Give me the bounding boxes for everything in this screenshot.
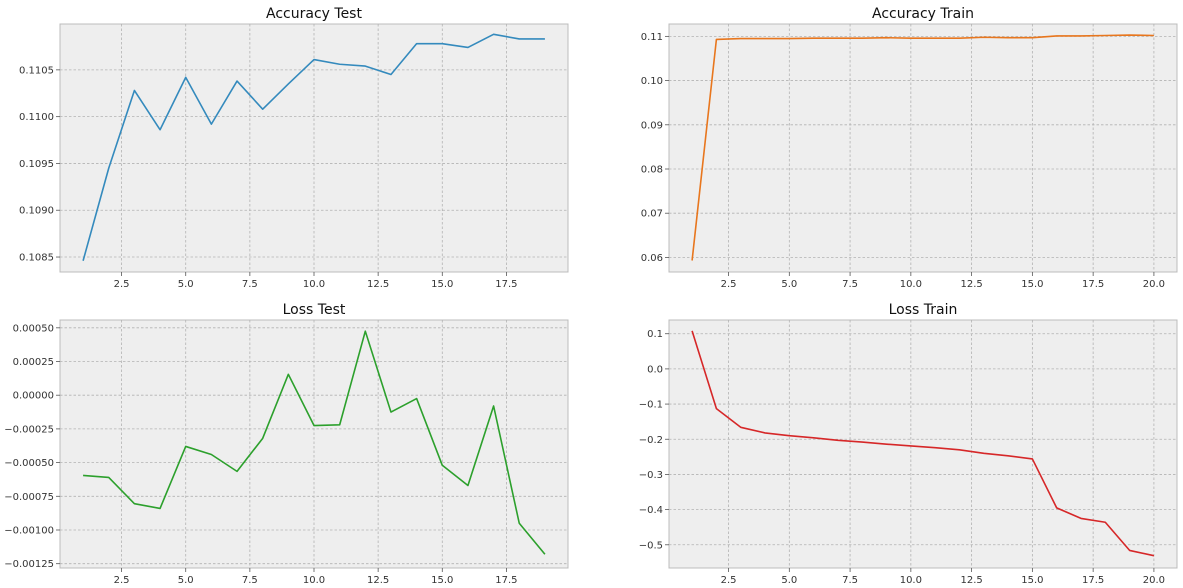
chart-loss-test: 2.5 5.0 7.5 10.0 12.5 15.0 17.5 −0.00125 −0.0010… [4,302,569,586]
y-tick-label: 0.00025 [13,357,54,368]
chart-title: Accuracy Test [266,6,362,22]
x-tick-label: 10.0 [900,575,922,586]
y-tick-label: 0.1090 [19,206,54,217]
y-tick-label: 0.08 [641,164,663,175]
y-tick-label: 0.00050 [13,323,54,334]
series-line-accuracy-train [691,34,1154,261]
x-tick-label: 5.0 [781,279,797,290]
x-tick-label: 12.5 [367,279,389,290]
x-tick-label: 15.0 [431,279,453,290]
x-tick-label: 2.5 [114,279,130,290]
series-line-accuracy-test [82,33,545,261]
y-tick-label: −0.2 [639,435,663,446]
x-tick-label: 7.5 [842,279,858,290]
y-tick-label: −0.00050 [4,458,54,469]
x-tick-label: 7.5 [242,575,258,586]
x-tick-label: 15.0 [1021,279,1043,290]
x-tick-label: 5.0 [781,575,797,586]
y-tick-label: 0.06 [641,253,663,264]
y-tick-label: 0.1100 [19,112,54,123]
y-tick-label: 0.1105 [19,65,54,76]
y-tick-label: −0.00100 [4,525,54,536]
y-tick-label: 0.1095 [19,159,54,170]
x-tick-label: 2.5 [114,575,130,586]
x-tick-label: 2.5 [721,575,737,586]
y-tick-label: −0.4 [639,505,663,516]
chart-loss-train: 2.5 5.0 7.5 10.0 12.5 15.0 17.5 20.0 −0.5 −0.4 −0.… [639,302,1178,586]
x-tick-label: 7.5 [242,279,258,290]
y-tick-label: 0.0 [647,364,663,375]
y-tick-label: 0.1085 [19,253,54,264]
x-tick-label: 20.0 [1143,279,1165,290]
x-tick-label: 10.0 [303,279,325,290]
y-tick-label: 0.00000 [13,391,54,402]
x-tick-label: 5.0 [178,279,194,290]
y-tick-label: −0.00075 [4,492,54,503]
x-tick-label: 10.0 [900,279,922,290]
plot-area [668,319,1178,569]
y-tick-label: −0.00125 [4,559,54,570]
y-tick-label: 0.11 [641,32,663,43]
chart-accuracy-test: 2.5 5.0 7.5 10.0 12.5 15.0 17.5 0.1085 0.1090 0.1… [19,6,569,290]
x-tick-label: 12.5 [367,575,389,586]
y-tick-label: 0.07 [641,209,663,220]
x-tick-label: 17.5 [1082,575,1104,586]
x-tick-label: 12.5 [960,279,982,290]
x-tick-label: 15.0 [431,575,453,586]
x-tick-label: 10.0 [303,575,325,586]
x-tick-label: 15.0 [1021,575,1043,586]
x-tick-label: 20.0 [1143,575,1165,586]
plot-area [668,23,1178,273]
y-tick-label: −0.3 [639,470,663,481]
y-tick-label: −0.5 [639,540,663,551]
x-tick-label: 17.5 [495,575,517,586]
y-tick-label: 0.09 [641,120,663,131]
chart-title: Loss Test [283,302,346,318]
y-tick-label: 0.10 [641,76,663,87]
x-tick-label: 17.5 [1082,279,1104,290]
chart-accuracy-train: 2.5 5.0 7.5 10.0 12.5 15.0 17.5 20.0 0.06 0.07 0.0… [641,6,1178,290]
y-tick-label: −0.00025 [4,424,54,435]
x-tick-label: 7.5 [842,575,858,586]
x-tick-label: 12.5 [960,575,982,586]
chart-title: Accuracy Train [872,6,974,22]
x-tick-label: 5.0 [178,575,194,586]
x-tick-label: 2.5 [721,279,737,290]
chart-title: Loss Train [889,302,958,318]
y-tick-label: 0.1 [647,329,663,340]
series-line-loss-train [691,330,1155,557]
y-tick-label: −0.1 [639,400,663,411]
series-line-loss-test [83,330,546,555]
x-tick-label: 17.5 [495,279,517,290]
